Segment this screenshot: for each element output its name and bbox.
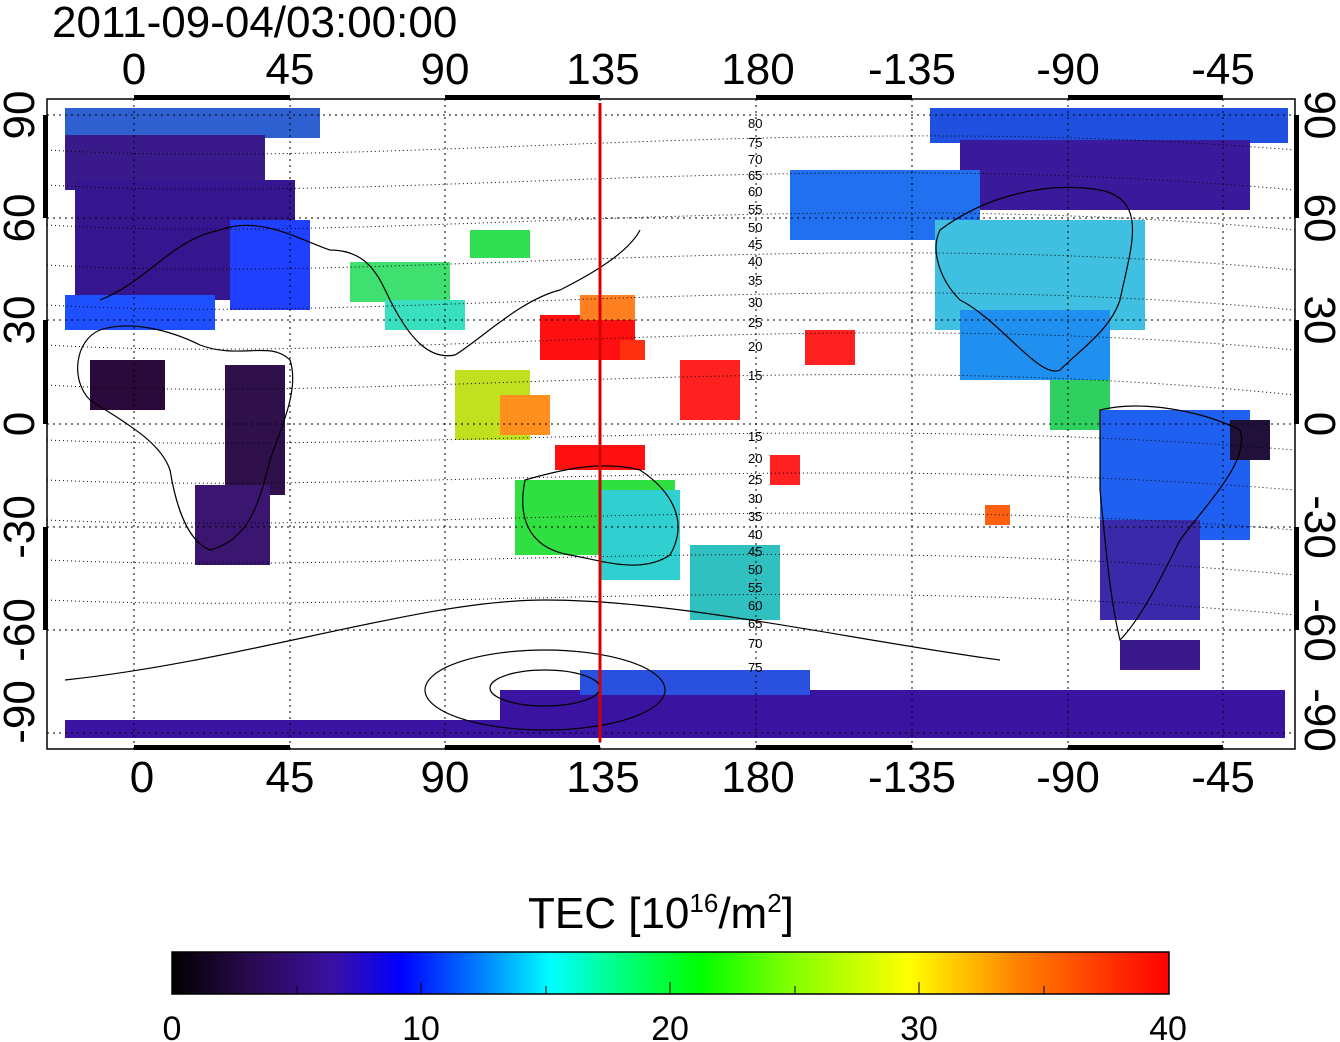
mlat-label: 60 (748, 184, 762, 199)
colorbar-title: TEC [1016/m2] (528, 888, 794, 938)
lon-tick-label: -45 (1191, 45, 1255, 94)
mlat-label: 55 (748, 580, 762, 595)
colorbar-tick-label: 10 (402, 1010, 440, 1042)
colorbar-tick-label: 0 (163, 1010, 182, 1042)
lat-tick-label: -90 (0, 680, 44, 744)
mlat-label: 80 (748, 116, 762, 131)
mlat-label: 45 (748, 237, 762, 252)
mlat-label: 25 (748, 315, 762, 330)
lon-tick-label: -90 (1036, 753, 1100, 802)
tec-east-asia (455, 295, 855, 470)
lon-tick-label: -135 (868, 45, 956, 94)
mlat-label: 55 (748, 202, 762, 217)
lon-tick-label: 90 (421, 45, 470, 94)
mlat-label: 15 (748, 429, 762, 444)
lat-tick-label: 90 (1295, 91, 1340, 140)
lat-tick-label: -60 (0, 598, 44, 662)
tec-eurasia (65, 180, 530, 330)
lon-tick-label: -135 (868, 753, 956, 802)
mlat-label: 50 (748, 220, 762, 235)
lon-tick-label: 0 (122, 45, 146, 94)
lat-tick-label: 0 (1295, 412, 1340, 436)
lat-tick-label: 60 (0, 194, 44, 243)
lat-tick-label: -90 (1295, 688, 1340, 752)
lon-tick-label: 90 (421, 753, 470, 802)
left-latitude-labels: 90 60 30 0 -30 -60 -90 (0, 91, 44, 744)
mlat-label: 40 (748, 527, 762, 542)
colorbar-title-unit-exponent: 2 (767, 888, 781, 918)
magnetic-latitude-contours (47, 135, 1295, 616)
mlat-label: 50 (748, 562, 762, 577)
lon-tick-label: 180 (721, 45, 794, 94)
colorbar-title-close: ] (782, 889, 794, 938)
lon-tick-label: 135 (566, 45, 639, 94)
colorbar-ticks (296, 982, 1045, 994)
colorbar-title-exponent: 16 (689, 888, 718, 918)
tec-australia (515, 455, 1010, 620)
mlat-label: 70 (748, 152, 762, 167)
axis-tick-bars (43, 95, 1299, 750)
lon-tick-label: 135 (566, 753, 639, 802)
lat-tick-label: -30 (1295, 495, 1340, 559)
lat-tick-label: 90 (0, 91, 44, 140)
gridlines (47, 99, 1295, 749)
mlat-label: 20 (748, 339, 762, 354)
lat-tick-label: 30 (0, 296, 44, 345)
mlat-labels-south: 15 20 25 30 35 40 45 50 55 60 65 70 75 (748, 429, 762, 675)
colorbar-title-unit: /m (718, 889, 767, 938)
lon-tick-label: -45 (1191, 753, 1255, 802)
colorbar-tick-label: 30 (900, 1010, 938, 1042)
mlat-label: 65 (748, 616, 762, 631)
mlat-label: 20 (748, 451, 762, 466)
lat-tick-label: 30 (1295, 296, 1340, 345)
mlat-label: 40 (748, 254, 762, 269)
mlat-label: 25 (748, 472, 762, 487)
mlat-label: 30 (748, 491, 762, 506)
colorbar-title-main: TEC [10 (528, 889, 689, 938)
bottom-longitude-labels: 0 45 90 135 180 -135 -90 -45 (130, 753, 1255, 802)
mlat-label: 75 (748, 660, 762, 675)
mlat-label: 15 (748, 368, 762, 383)
mlat-label: 70 (748, 636, 762, 651)
mlat-label: 60 (748, 598, 762, 613)
lon-tick-label: 0 (130, 753, 154, 802)
lon-tick-label: 45 (266, 753, 315, 802)
lat-tick-label: -60 (1295, 598, 1340, 662)
colorbar-tick-label: 20 (651, 1010, 689, 1042)
lat-tick-label: -30 (0, 495, 44, 559)
mlat-label: 35 (748, 509, 762, 524)
tec-south-america (1100, 410, 1270, 620)
map-title: 2011-09-04/03:00:00 (52, 0, 457, 47)
tec-africa (90, 360, 285, 565)
tec-north-america (790, 170, 1145, 430)
mlat-labels-north: 80 75 70 65 60 55 50 45 40 35 30 25 20 1… (748, 116, 762, 383)
right-latitude-labels: 90 60 30 0 -30 -60 -90 (1295, 91, 1340, 752)
mlat-label: 65 (748, 168, 762, 183)
lon-tick-label: 180 (721, 753, 794, 802)
lon-tick-label: 45 (266, 45, 315, 94)
lat-tick-label: 0 (0, 412, 44, 436)
mlat-label: 75 (748, 135, 762, 150)
mlat-label: 30 (748, 295, 762, 310)
lon-tick-label: -90 (1036, 45, 1100, 94)
mlat-label: 45 (748, 544, 762, 559)
coastlines (77, 186, 1243, 642)
colorbar-tick-label: 40 (1149, 1010, 1187, 1042)
map-area: 80 75 70 65 60 55 50 45 40 35 30 25 20 1… (47, 99, 1295, 749)
colorbar-tick-labels: 0 10 20 30 40 (163, 1010, 1187, 1042)
top-longitude-labels: 0 45 90 135 180 -135 -90 -45 (122, 45, 1255, 94)
lat-tick-label: 60 (1295, 194, 1340, 243)
mlat-label: 35 (748, 273, 762, 288)
